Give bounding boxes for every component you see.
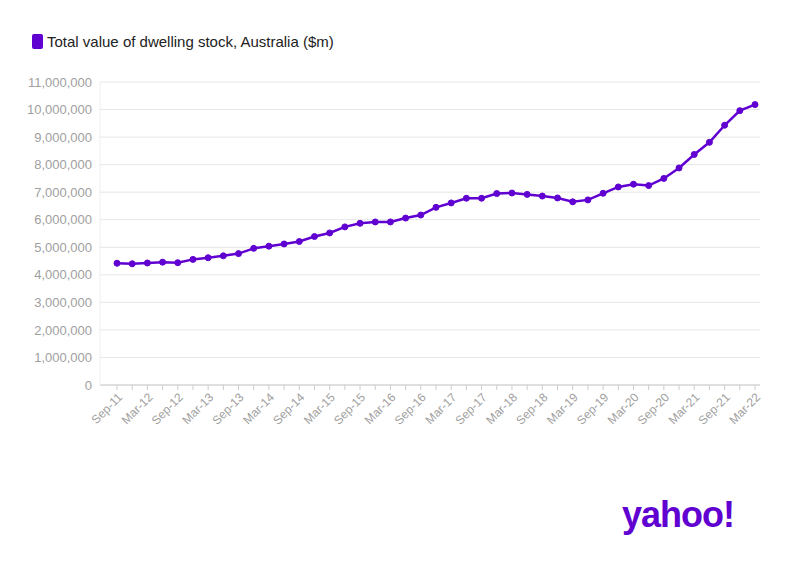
svg-text:Sep-14: Sep-14 [270,390,307,427]
svg-text:Sep-17: Sep-17 [452,390,489,427]
svg-text:Sep-11: Sep-11 [89,390,126,427]
svg-text:8,000,000: 8,000,000 [34,157,92,172]
svg-text:5,000,000: 5,000,000 [34,240,92,255]
svg-text:Sep-18: Sep-18 [513,390,550,427]
html-text:yahoo!: yahoo! [622,494,734,535]
svg-text:11,000,000: 11,000,000 [28,75,92,90]
svg-text:Sep-19: Sep-19 [574,390,611,427]
svg-text:Mar-14: Mar-14 [240,390,277,427]
svg-text:Mar-16: Mar-16 [362,390,399,427]
svg-text:Mar-15: Mar-15 [301,390,338,427]
svg-text:0: 0 [85,378,92,393]
svg-text:Mar-12: Mar-12 [119,390,156,427]
svg-text:Mar-21: Mar-21 [666,390,703,427]
svg-text:Mar-18: Mar-18 [483,390,520,427]
svg-text:Mar-22: Mar-22 [726,390,763,427]
svg-text:Sep-15: Sep-15 [331,390,368,427]
svg-text:7,000,000: 7,000,000 [34,185,92,200]
svg-text:Mar-13: Mar-13 [180,390,217,427]
svg-text:1,000,000: 1,000,000 [34,350,92,365]
svg-text:3,000,000: 3,000,000 [34,295,92,310]
svg-text:Mar-20: Mar-20 [605,390,642,427]
svg-text:Mar-19: Mar-19 [544,390,581,427]
svg-text:Sep-21: Sep-21 [695,390,732,427]
svg-text:9,000,000: 9,000,000 [34,130,92,145]
svg-text:Mar-17: Mar-17 [423,390,460,427]
svg-text:2,000,000: 2,000,000 [34,323,92,338]
svg-text:Sep-16: Sep-16 [392,390,429,427]
svg-text:Sep-13: Sep-13 [209,390,246,427]
svg-text:Sep-20: Sep-20 [635,390,672,427]
svg-text:10,000,000: 10,000,000 [27,102,92,117]
html-text:Total value of dwelling stock,: Total value of dwelling stock, Australia… [47,33,334,50]
svg-text:6,000,000: 6,000,000 [34,212,92,227]
svg-text:4,000,000: 4,000,000 [34,267,92,282]
svg-text:Sep-12: Sep-12 [149,390,186,427]
